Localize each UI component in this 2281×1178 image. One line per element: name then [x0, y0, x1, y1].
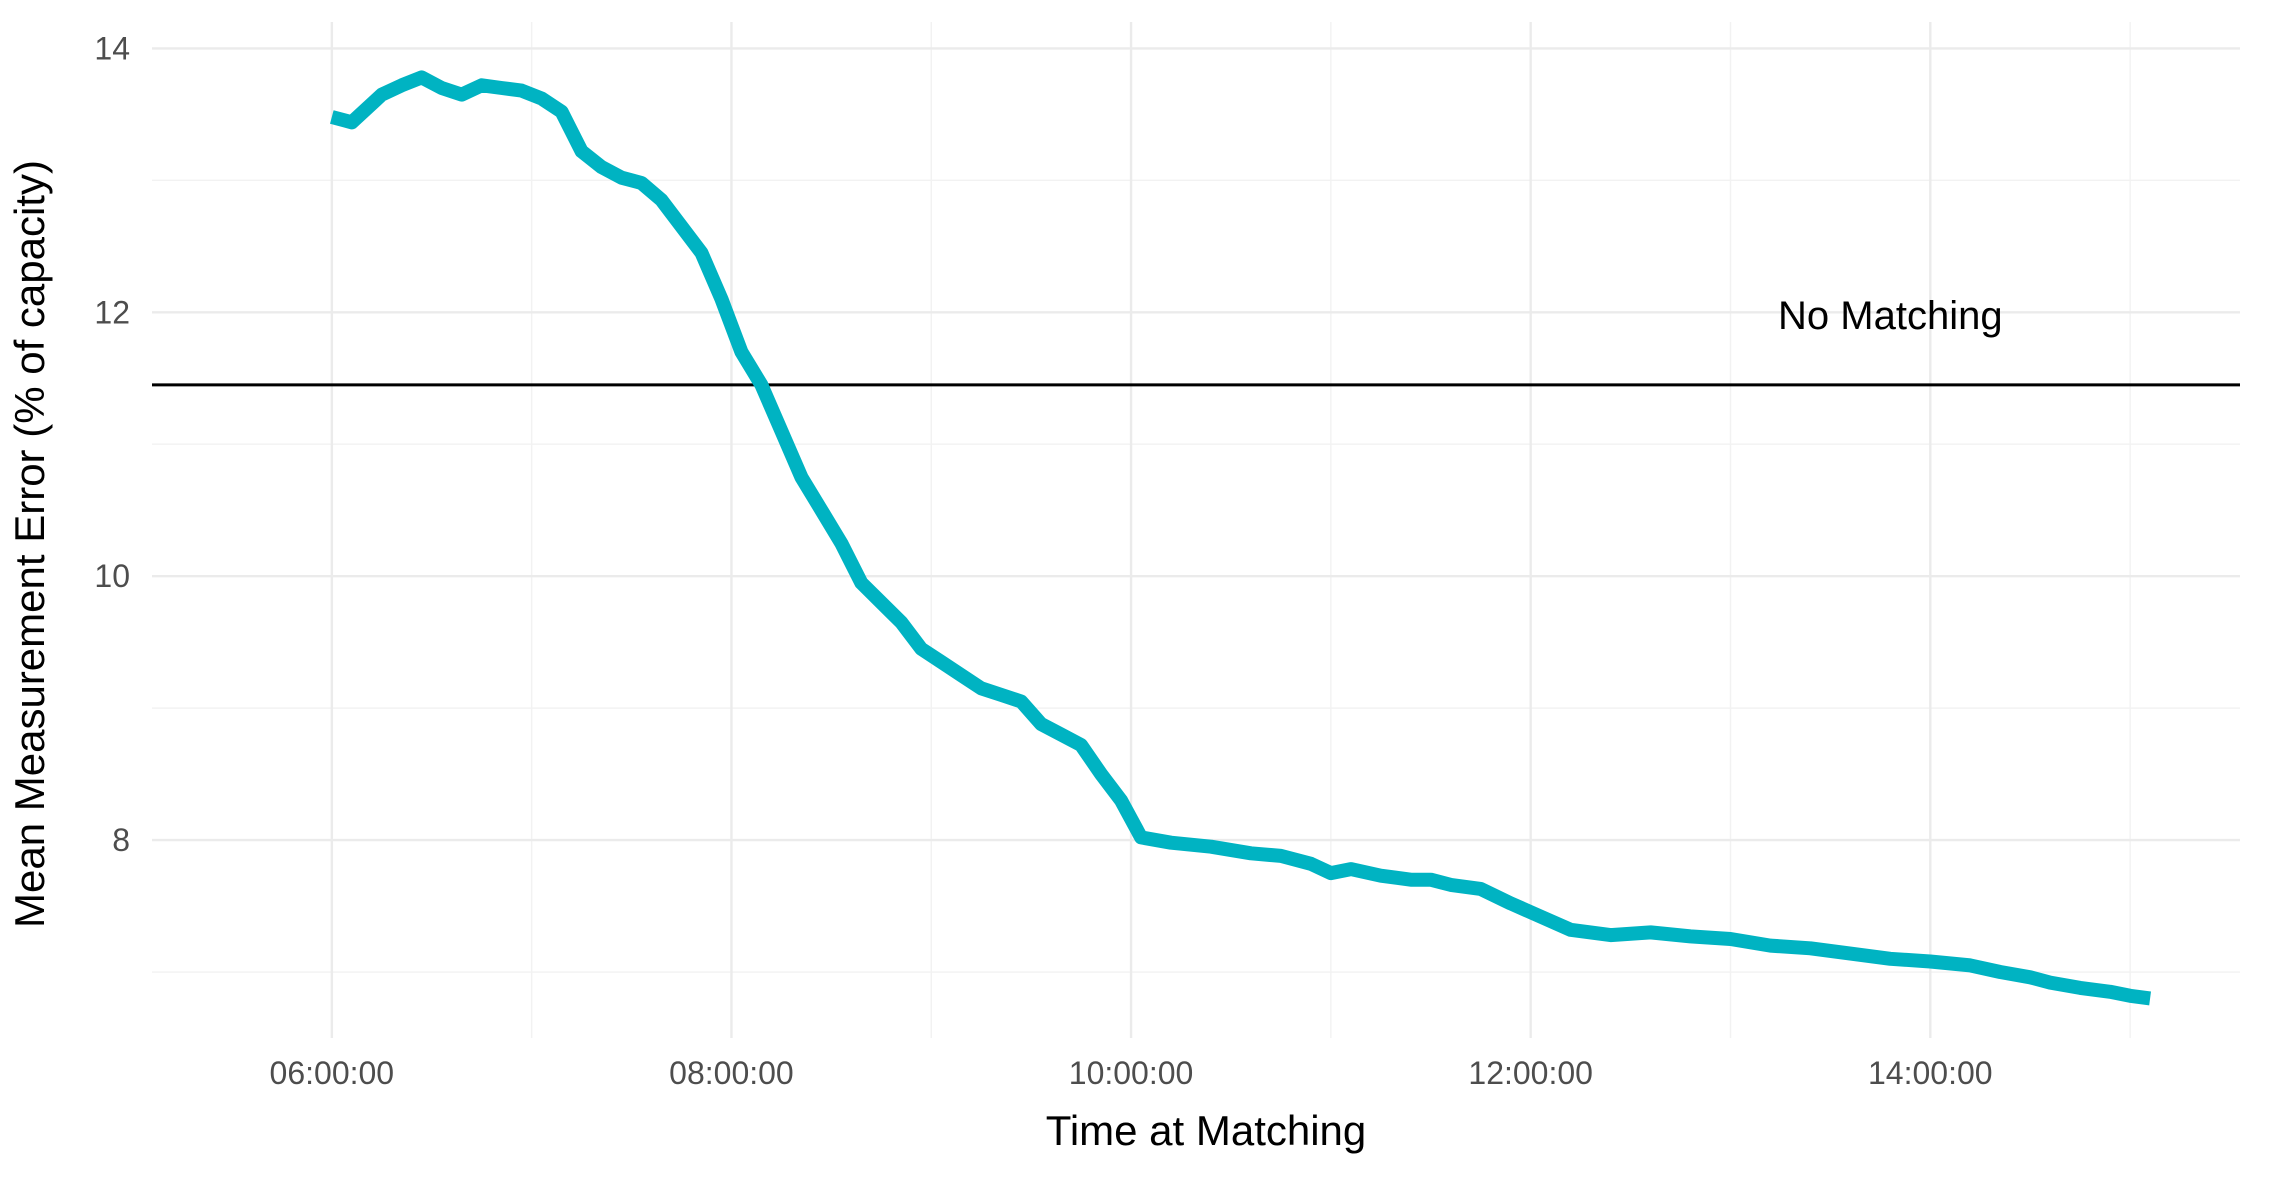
- y-tick-label-2: 12: [94, 294, 130, 330]
- grid-minor: [152, 22, 2240, 1038]
- reference-line-group: No Matching: [152, 294, 2240, 387]
- x-axis-title: Time at Matching: [1046, 1107, 1367, 1154]
- x-tick-label-1: 08:00:00: [669, 1055, 794, 1091]
- y-axis-title: Mean Measurement Error (% of capacity): [6, 160, 53, 928]
- no-matching-label: No Matching: [1778, 294, 2003, 338]
- x-tick-label-0: 06:00:00: [270, 1055, 395, 1091]
- series-line-0: [330, 70, 2152, 1006]
- x-tick-label-4: 14:00:00: [1868, 1055, 1993, 1091]
- grid-major: [152, 22, 2240, 1038]
- x-tick-label-3: 12:00:00: [1468, 1055, 1593, 1091]
- x-tick-labels: 06:00:00 08:00:00 10:00:00 12:00:00 14:00:00: [270, 1055, 1993, 1091]
- series-group: [330, 70, 2152, 1006]
- y-tick-label-1: 10: [94, 558, 130, 594]
- y-tick-labels: 8 10 12 14: [94, 30, 130, 858]
- x-tick-label-2: 10:00:00: [1069, 1055, 1194, 1091]
- y-tick-label-3: 14: [94, 30, 130, 66]
- y-tick-label-0: 8: [112, 822, 130, 858]
